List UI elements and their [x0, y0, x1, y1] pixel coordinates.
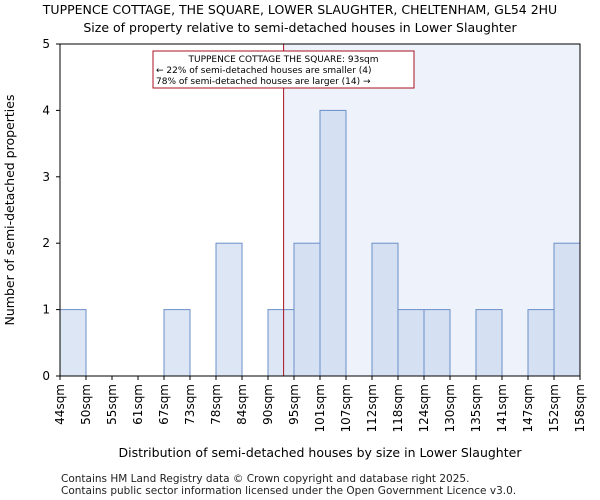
bar-152sqm: [553, 242, 581, 377]
x-tick-label: 44sqm: [53, 384, 67, 425]
x-tick-label: 141sqm: [495, 384, 509, 432]
bar-147sqm: [527, 309, 555, 377]
x-tick-label: 55sqm: [105, 384, 119, 425]
x-tick-label: 124sqm: [417, 384, 431, 432]
bar-44sqm: [59, 309, 87, 377]
x-tick-label: 90sqm: [261, 384, 275, 425]
y-tick-label: 1: [42, 303, 50, 317]
x-tick-label: 61sqm: [131, 384, 145, 425]
y-axis-label: Number of semi-detached properties: [2, 95, 17, 326]
bar-95sqm: [293, 242, 321, 377]
x-tick-label: 101sqm: [313, 384, 327, 432]
chart-title: TUPPENCE COTTAGE, THE SQUARE, LOWER SLAU…: [42, 2, 558, 17]
x-tick-label: 158sqm: [573, 384, 587, 432]
x-tick-label: 135sqm: [469, 384, 483, 432]
bar-90sqm: [267, 309, 295, 377]
y-tick-label: 4: [42, 103, 50, 117]
y-tick-label: 0: [42, 369, 50, 383]
x-tick-label: 147sqm: [521, 384, 535, 432]
footer-line-2: Contains public sector information licen…: [61, 485, 517, 497]
x-tick-label: 130sqm: [443, 384, 457, 432]
bar-78sqm: [215, 242, 243, 377]
bar-67sqm: [163, 309, 191, 377]
x-tick-label: 107sqm: [339, 384, 353, 432]
bar-135sqm: [475, 309, 503, 377]
annotation-line-3: 78% of semi-detached houses are larger (…: [156, 77, 371, 87]
footer-line-1: Contains HM Land Registry data © Crown c…: [61, 473, 470, 485]
x-tick-label: 78sqm: [209, 384, 223, 425]
x-tick-label: 112sqm: [365, 384, 379, 432]
histogram-chart: 0 1 2 3 4 5 44sqm 50sqm 55sqm 61sqm 67sqm 73sqm 78sq…: [2, 37, 587, 460]
x-tick-label: 152sqm: [547, 384, 561, 432]
x-tick-label: 118sqm: [391, 384, 405, 432]
x-axis-label: Distribution of semi-detached houses by …: [119, 445, 523, 460]
bar-101sqm: [319, 109, 347, 377]
bar-112sqm: [371, 242, 399, 377]
annotation-line-1: TUPPENCE COTTAGE THE SQUARE: 93sqm: [187, 55, 378, 65]
bar-118sqm: [397, 309, 425, 377]
y-tick-label: 5: [42, 37, 50, 51]
annotation-line-2: ← 22% of semi-detached houses are smalle…: [156, 66, 372, 76]
x-tick-label: 73sqm: [183, 384, 197, 425]
x-tick-label: 95sqm: [287, 384, 301, 425]
x-tick-label: 84sqm: [235, 384, 249, 425]
y-tick-label: 2: [42, 236, 50, 250]
x-tick-label: 67sqm: [157, 384, 171, 425]
annotation-box: [152, 50, 415, 89]
bar-124sqm: [423, 309, 451, 377]
chart-subtitle: Size of property relative to semi-detach…: [83, 20, 517, 35]
axes: 0 1 2 3 4 5 44sqm 50sqm 55sqm 61sqm 67sqm 73sqm 78sq…: [42, 37, 587, 432]
y-tick-label: 3: [42, 170, 50, 184]
marker-annotation: TUPPENCE COTTAGE THE SQUARE: 93sqm ← 22%…: [152, 50, 415, 89]
x-tick-label: 50sqm: [79, 384, 93, 425]
